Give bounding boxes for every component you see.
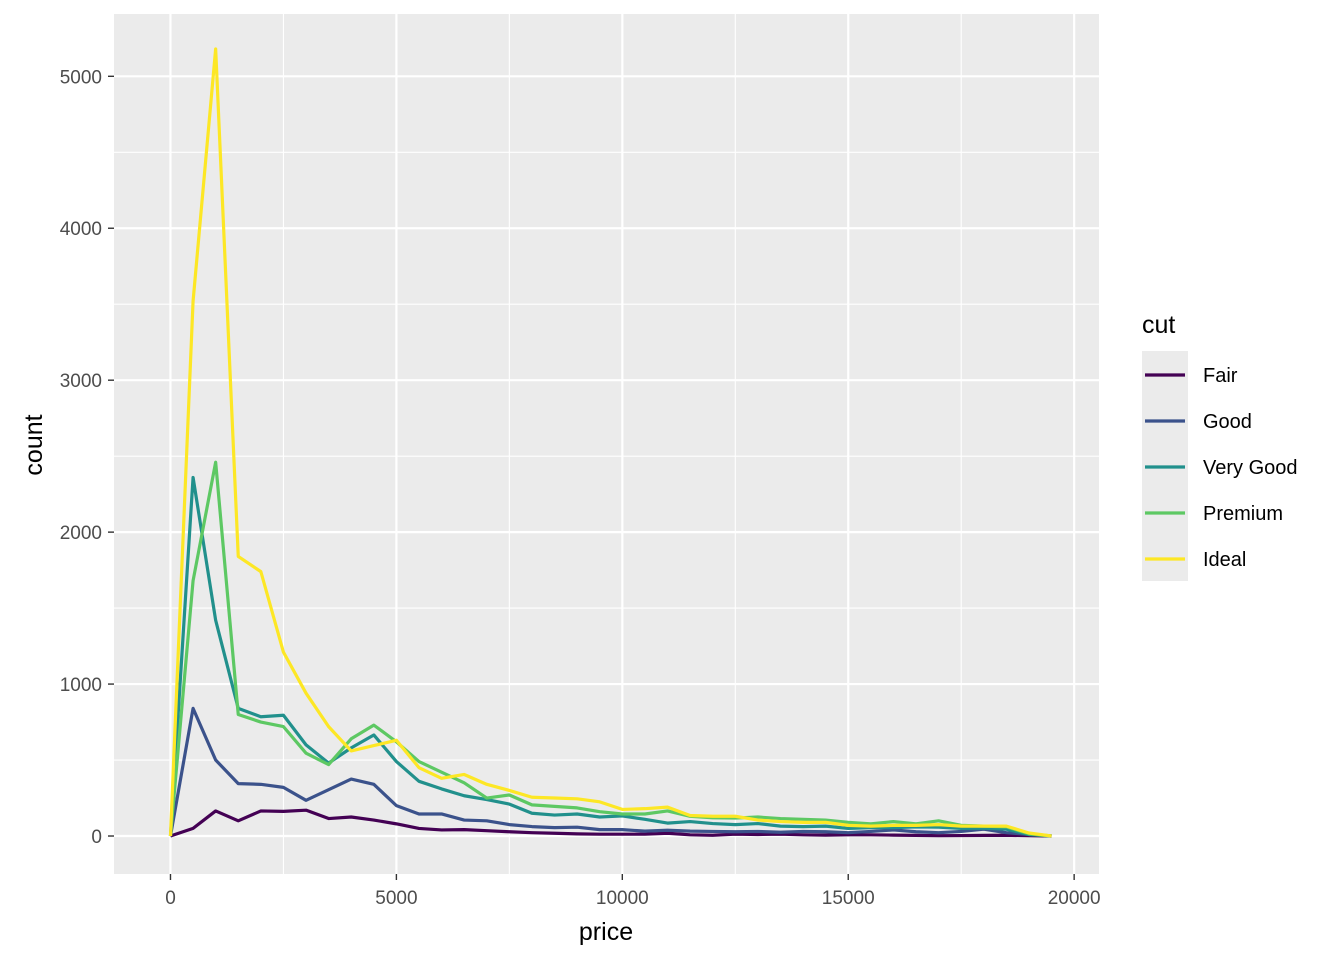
- legend-items: Fair Good Very Good Premium Ideal: [1145, 365, 1298, 571]
- legend-label-good: Good: [1203, 411, 1252, 433]
- y-tick-label: 0: [91, 827, 102, 848]
- series-line-very-good: [168, 475, 1052, 838]
- y-tick-label: 4000: [60, 219, 102, 240]
- x-tick-label: 15000: [822, 888, 875, 909]
- series-line-good: [168, 706, 1052, 838]
- y-axis: 0 1000 2000 3000 4000 5000: [60, 67, 114, 848]
- series-lines: [168, 47, 1052, 838]
- legend-label-fair: Fair: [1203, 365, 1238, 387]
- x-tick-label: 20000: [1048, 888, 1101, 909]
- series-line-fair: [169, 808, 1052, 838]
- y-tick-label: 3000: [60, 371, 102, 392]
- major-gridlines: [114, 14, 1099, 874]
- y-tick-label: 5000: [60, 67, 102, 88]
- y-axis-title: count: [20, 414, 48, 475]
- x-axis-title: price: [579, 918, 633, 946]
- x-tick-label: 0: [165, 888, 176, 909]
- x-tick-label: 5000: [375, 888, 417, 909]
- legend: cut Fair Good Very Good Premium Ideal: [1142, 311, 1298, 581]
- series-line-premium: [168, 460, 1052, 838]
- series-line-ideal: [168, 47, 1052, 838]
- plot-panel: [114, 14, 1099, 874]
- legend-label-ideal: Ideal: [1203, 549, 1246, 571]
- legend-label-very-good: Very Good: [1203, 457, 1298, 479]
- legend-title: cut: [1142, 311, 1175, 339]
- y-tick-label: 2000: [60, 523, 102, 544]
- minor-gridlines: [114, 14, 1099, 874]
- y-tick-label: 1000: [60, 675, 102, 696]
- x-axis: 0 5000 10000 15000 20000: [165, 874, 1101, 909]
- legend-label-premium: Premium: [1203, 503, 1283, 525]
- x-tick-label: 10000: [596, 888, 649, 909]
